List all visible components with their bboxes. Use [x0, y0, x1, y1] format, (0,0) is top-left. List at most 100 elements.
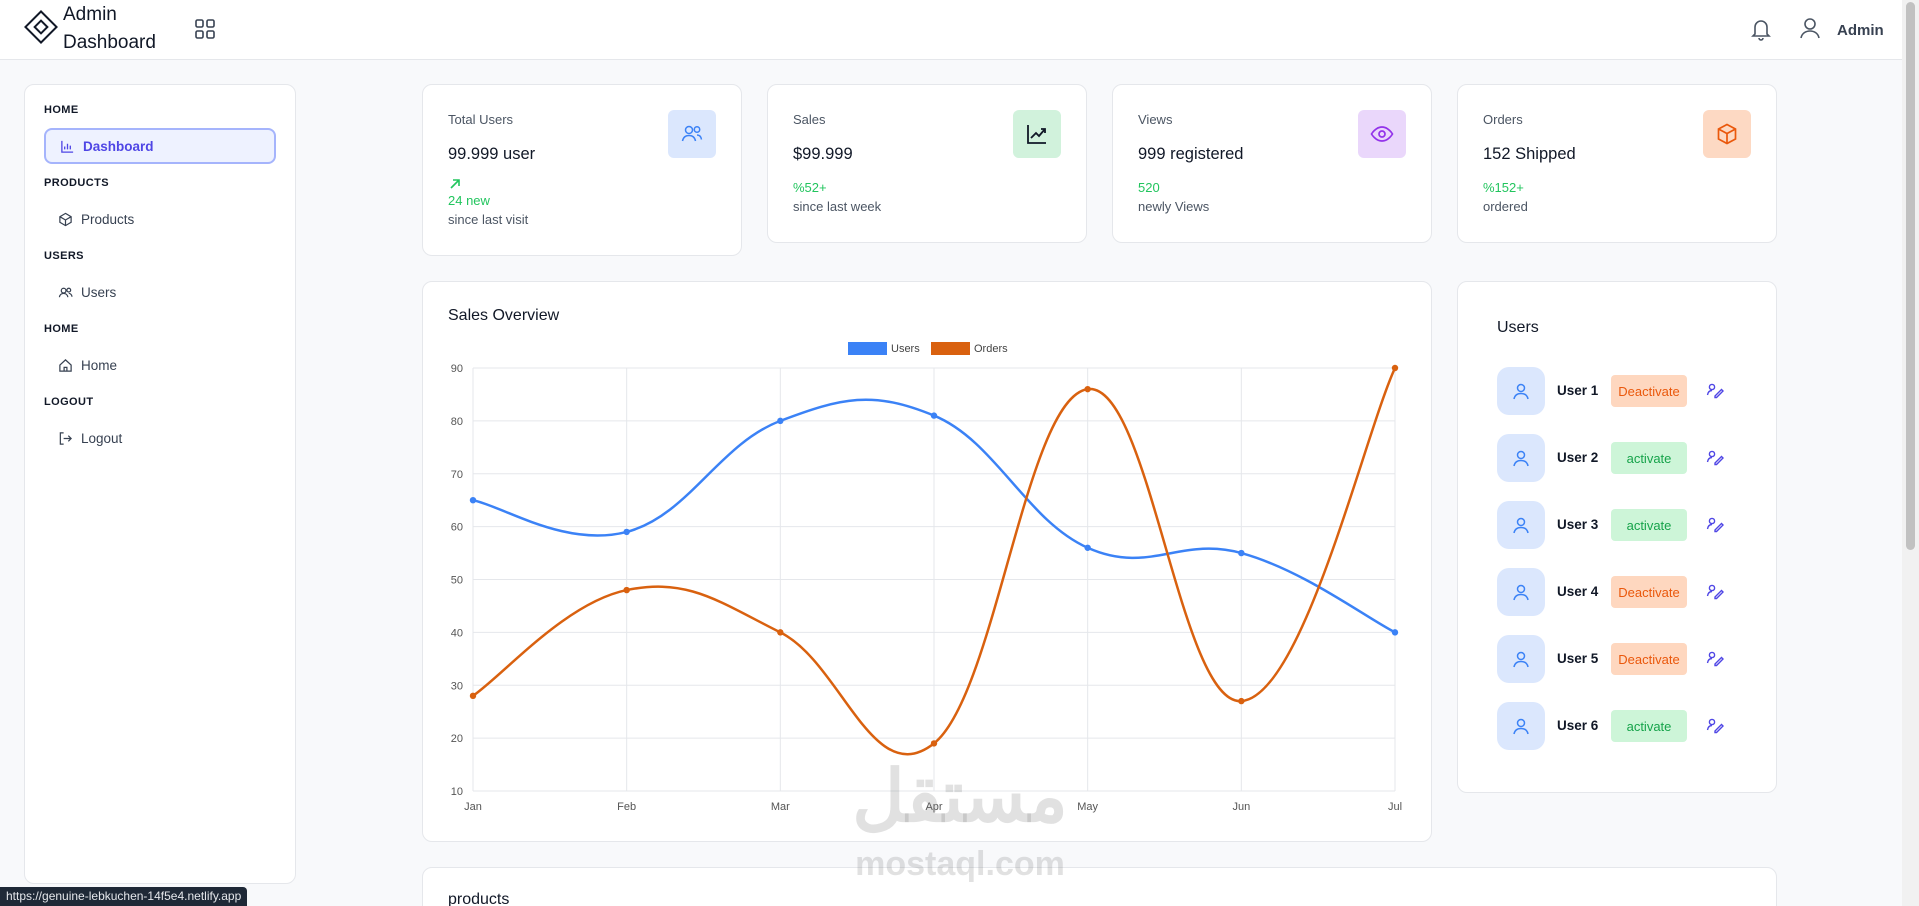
app-title: Admin Dashboard	[63, 4, 156, 53]
y-tick-label: 20	[451, 733, 463, 745]
avatar	[1497, 568, 1545, 616]
avatar	[1497, 501, 1545, 549]
stat-value: 99.999 user	[448, 145, 536, 163]
sales-overview-card: Sales Overview 10 20 30 40 50 60 70 80 90 Jan Feb M…	[422, 281, 1432, 842]
watermark-arabic: مستقل	[852, 757, 1068, 837]
x-tick-label: Jan	[464, 801, 482, 813]
scrollbar-thumb[interactable]	[1906, 2, 1915, 550]
products-card: products	[422, 867, 1777, 906]
stat-change: %52+	[793, 180, 827, 195]
edit-user-icon[interactable]	[1706, 449, 1724, 467]
stat-card-total-users: Total Users 99.999 user 24 new since las…	[422, 84, 742, 256]
users-icon	[681, 125, 703, 142]
trending-chart-icon	[1027, 125, 1046, 144]
user-avatar-icon	[1511, 515, 1531, 535]
sidebar-item-label: Users	[81, 284, 117, 300]
user-row: User 4 Deactivate	[1497, 568, 1757, 616]
stat-icon-box	[1703, 110, 1751, 158]
sidebar-section-products: PRODUCTS	[44, 177, 109, 189]
deactivate-button[interactable]: Deactivate	[1611, 576, 1687, 608]
legend-label: Users	[891, 343, 920, 355]
edit-user-icon[interactable]	[1706, 382, 1724, 400]
y-tick-label: 30	[451, 680, 463, 692]
stat-change: %152+	[1483, 180, 1524, 195]
bell-icon[interactable]	[1750, 17, 1772, 41]
stat-change: 24 new	[448, 193, 490, 208]
chart-card-title: Sales Overview	[448, 307, 560, 324]
user-row: User 5 Deactivate	[1497, 635, 1757, 683]
stat-note: ordered	[1483, 199, 1528, 214]
y-tick-label: 60	[451, 522, 463, 534]
sidebar: HOME Dashboard PRODUCTS Products USERS U…	[24, 84, 296, 884]
edit-user-icon[interactable]	[1706, 516, 1724, 534]
apps-grid-icon[interactable]	[194, 18, 216, 40]
users-panel: Users User 1 Deactivate User 2 activate User…	[1457, 281, 1777, 793]
box-icon	[1717, 123, 1737, 145]
stat-change: 520	[1138, 180, 1160, 195]
bar-chart-icon	[61, 140, 74, 153]
avatar	[1497, 702, 1545, 750]
edit-user-icon[interactable]	[1706, 650, 1724, 668]
sidebar-section-users: USERS	[44, 250, 84, 262]
edit-user-icon[interactable]	[1706, 717, 1724, 735]
sidebar-section-home: HOME	[44, 104, 79, 116]
sidebar-item-products[interactable]: Products	[44, 201, 276, 237]
activate-button[interactable]: activate	[1611, 710, 1687, 742]
user-avatar-icon	[1511, 649, 1531, 669]
user-row: User 6 activate	[1497, 702, 1757, 750]
data-point-orders	[1084, 385, 1091, 393]
user-icon[interactable]	[1799, 16, 1821, 40]
sales-line-chart: 10 20 30 40 50 60 70 80 90 Jan Feb Mar Apr May Jun Jul U…	[451, 342, 1402, 813]
data-point-users	[1084, 544, 1091, 551]
user-row: User 3 activate	[1497, 501, 1757, 549]
activate-button[interactable]: activate	[1611, 509, 1687, 541]
avatar	[1497, 367, 1545, 415]
sidebar-section-home-2: HOME	[44, 323, 79, 335]
sidebar-item-home[interactable]: Home	[44, 347, 276, 383]
legend-swatch-orders	[931, 342, 970, 355]
data-point-orders	[930, 740, 938, 747]
stat-note: since last visit	[448, 212, 529, 227]
users-icon	[58, 287, 73, 297]
activate-button[interactable]: activate	[1611, 442, 1687, 474]
data-point-orders	[623, 586, 630, 594]
x-tick-label: Jun	[1232, 801, 1250, 813]
stat-icon-box	[668, 110, 716, 158]
stat-note: since last week	[793, 199, 882, 214]
sidebar-item-users[interactable]: Users	[44, 274, 276, 310]
sidebar-item-label: Home	[81, 357, 118, 373]
logout-icon	[59, 431, 72, 445]
arrow-up-right-icon	[450, 179, 460, 189]
stat-note: newly Views	[1138, 199, 1210, 214]
data-point-users	[777, 417, 784, 425]
legend-label: Orders	[974, 343, 1008, 355]
products-card-title: products	[448, 891, 510, 906]
stat-title: Views	[1138, 112, 1173, 127]
watermark-latin: mostaql.com	[855, 845, 1065, 883]
top-bar: Admin Dashboard Admin	[0, 0, 1902, 60]
box-icon	[59, 212, 72, 226]
data-point-users	[930, 412, 938, 419]
y-tick-label: 80	[451, 416, 463, 428]
deactivate-button[interactable]: Deactivate	[1611, 375, 1687, 407]
x-tick-label: May	[1077, 801, 1098, 813]
sidebar-item-label: Dashboard	[83, 138, 154, 154]
data-point-users	[469, 496, 477, 504]
stat-title: Orders	[1483, 112, 1523, 127]
edit-user-icon[interactable]	[1706, 583, 1724, 601]
sidebar-item-label: Products	[81, 211, 135, 227]
user-name: User 3	[1557, 517, 1599, 532]
admin-user-label[interactable]: Admin	[1837, 22, 1884, 39]
user-avatar-icon	[1511, 582, 1531, 602]
logo-diamond-icon	[24, 10, 58, 44]
stat-title: Total Users	[448, 112, 514, 127]
eye-icon	[1370, 126, 1394, 142]
user-avatar-icon	[1511, 448, 1531, 468]
deactivate-button[interactable]: Deactivate	[1611, 643, 1687, 675]
user-name: User 1	[1557, 383, 1599, 398]
sidebar-item-logout[interactable]: Logout	[44, 420, 276, 456]
sidebar-item-dashboard[interactable]: Dashboard	[44, 128, 276, 164]
legend-swatch-users	[848, 342, 887, 355]
stat-card-sales: Sales $99.999 %52+ since last week	[767, 84, 1087, 243]
user-name: User 4	[1557, 584, 1599, 599]
